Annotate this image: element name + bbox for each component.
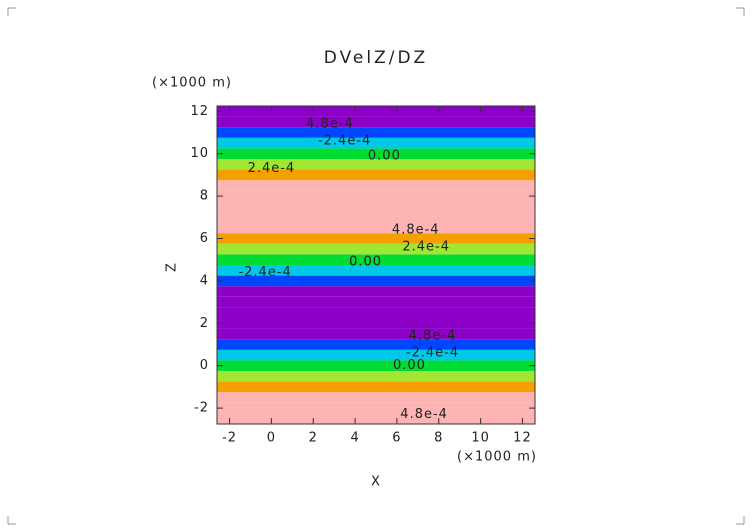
y-tick-label: 6	[200, 231, 209, 246]
contour-label: 2.4e-4	[248, 161, 296, 176]
plot-frame	[216, 105, 536, 425]
contour-band	[217, 233, 535, 244]
contour-label: 4.8e-4	[392, 223, 440, 238]
contour-band	[217, 307, 535, 318]
contour-band	[217, 201, 535, 212]
contour-band	[217, 360, 535, 371]
y-tick-label: 8	[200, 189, 209, 204]
y-tick-label: 10	[190, 146, 209, 161]
contour-band	[217, 159, 535, 170]
contour-band	[217, 349, 535, 361]
contour-label: -2.4e-4	[406, 345, 459, 360]
contour-band	[217, 212, 535, 223]
y-tick-label: 12	[190, 104, 209, 119]
contour-band	[217, 402, 535, 414]
contour-band	[217, 381, 535, 393]
contour-band	[217, 413, 535, 424]
contour-band	[217, 296, 535, 308]
contour-label: 0.00	[393, 358, 426, 373]
contour-label: 0.00	[368, 148, 401, 163]
x-tick-label: -2	[222, 431, 237, 446]
x-axis-label: X	[371, 475, 381, 490]
y-axis-label: Z	[165, 262, 180, 272]
contour-label: 4.8e-4	[306, 117, 354, 132]
contour-band	[217, 254, 535, 265]
x-tick-label: 2	[309, 431, 318, 446]
corner-marks	[7, 7, 745, 525]
contour-label: 0.00	[349, 254, 382, 269]
contour-label: 4.8e-4	[400, 407, 448, 422]
contour-band	[217, 106, 535, 117]
overlay: -2 0 2 4 6 8 10 12-20246810124.8e-4-2.4e-40.002…	[190, 104, 536, 446]
x-tick-label: 6	[392, 431, 401, 446]
contour-band	[217, 95, 535, 106]
contour-band	[217, 190, 535, 202]
contour-band	[217, 222, 535, 234]
contour-band	[217, 137, 535, 149]
contour-band	[217, 116, 535, 128]
chart-title: DVelZ/DZ	[324, 48, 428, 68]
contour-band	[217, 371, 535, 382]
x-tick-label: 4	[350, 431, 359, 446]
y-tick-label: 2	[200, 316, 209, 331]
y-tick-label: 4	[200, 273, 209, 288]
x-unit: (×1000 m)	[457, 450, 537, 465]
contour-label: -2.4e-4	[238, 265, 291, 280]
contour-label: -2.4e-4	[318, 133, 371, 148]
contour-band	[217, 328, 535, 340]
contour-band	[217, 243, 535, 255]
y-unit: (×1000 m)	[152, 76, 232, 91]
contour-band	[217, 148, 535, 159]
contour-label: 2.4e-4	[402, 239, 450, 254]
x-tick-label: 0	[267, 431, 276, 446]
x-tick-label: 12	[513, 431, 532, 446]
contour-label: 4.8e-4	[409, 329, 457, 344]
contour-band	[217, 392, 535, 403]
y-tick-label: 0	[200, 358, 209, 373]
contour-band	[217, 169, 535, 181]
contour-band	[217, 265, 535, 276]
y-tick-label: -2	[194, 401, 209, 416]
x-tick-label: 8	[434, 431, 443, 446]
contour-band	[217, 127, 535, 138]
contour-band	[217, 318, 535, 329]
contour-band	[217, 339, 535, 350]
contour-band	[217, 275, 535, 287]
x-tick-label: 10	[471, 431, 490, 446]
contour-band	[217, 286, 535, 297]
field	[217, 95, 535, 424]
contour-band	[217, 180, 535, 191]
